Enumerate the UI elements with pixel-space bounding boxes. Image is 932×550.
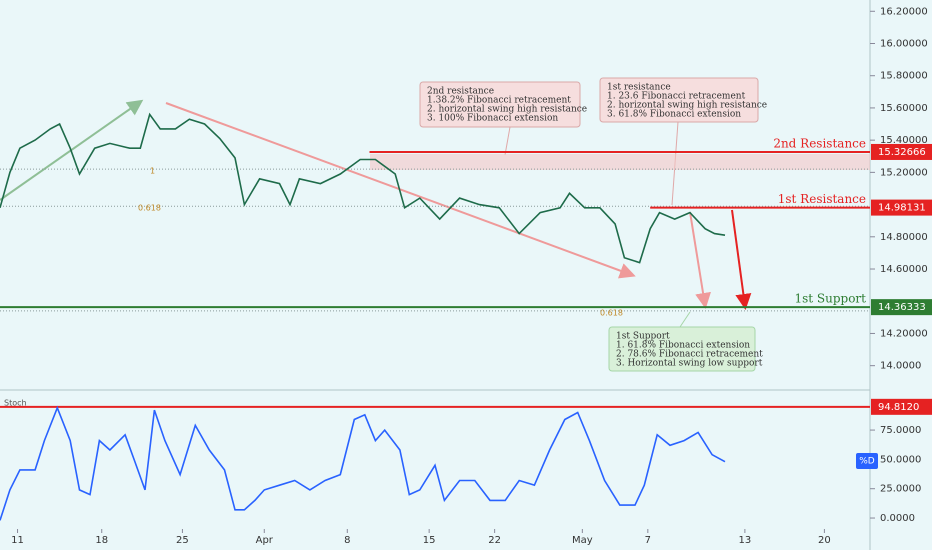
x-tick-label: 11: [11, 535, 24, 546]
annotation-text: 3. 100% Fibonacci extension: [427, 114, 558, 124]
trend-arrow: [0, 99, 144, 201]
y-tick-label: 50.0000: [880, 454, 921, 465]
projection-arrow: [689, 211, 711, 309]
x-tick-label: 7: [645, 535, 651, 546]
annotation-text: 1. 61.8% Fibonacci extension: [616, 341, 750, 351]
x-tick-label: 18: [95, 535, 108, 546]
price-badge: [871, 299, 932, 316]
y-tick-label: 15.60000: [880, 103, 928, 114]
y-tick-label: 0.0000: [880, 513, 915, 524]
fib-label: 0.618: [600, 308, 623, 317]
price-badge: [871, 398, 932, 415]
price-badge-label: 14.36333: [878, 302, 926, 313]
panel-title: Stoch: [4, 399, 27, 408]
y-tick-label: 15.20000: [880, 167, 928, 178]
annotation-text: 1st Support: [616, 332, 670, 342]
connector: [504, 126, 511, 156]
resistance-zone: [370, 154, 870, 170]
x-tick-label: 20: [818, 535, 831, 546]
level-label: 1st Resistance: [778, 192, 866, 206]
y-tick-label: 25.0000: [880, 484, 921, 495]
fib-label: 1: [150, 167, 155, 176]
annotation-text: 2. horizontal swing high resistance: [427, 105, 587, 115]
price-badge-label: 15.32666: [878, 147, 926, 158]
legend-badge: [856, 453, 878, 469]
annotation-text: 1. 23.6 Fibonacci retracement: [607, 92, 746, 102]
annotation-text: 3. 61.8% Fibonacci extension: [607, 110, 741, 120]
y-tick-label: 14.60000: [880, 264, 928, 275]
annotation-text: 2nd resistance: [427, 87, 494, 97]
x-tick-label: May: [572, 535, 593, 546]
y-tick-label: 15.80000: [880, 71, 928, 82]
x-tick-label: 8: [344, 535, 350, 546]
annotation-text: 2. 78.6% Fibonacci retracement: [616, 350, 763, 360]
annotation-text: 2. horizontal swing high resistance: [607, 101, 767, 111]
x-tick-label: 13: [739, 535, 752, 546]
annotation-text: 1st resistance: [607, 83, 671, 93]
annotation-text: 1.38.2% Fibonacci retracement: [427, 96, 571, 106]
annotation-box: [419, 81, 581, 128]
level-label: 2nd Resistance: [773, 136, 866, 150]
y-tick-label: 15.40000: [880, 135, 928, 146]
annotation-box: [599, 77, 759, 123]
y-tick-label: 14.20000: [880, 328, 928, 339]
price-badge: [871, 199, 932, 216]
price-badge-label: 94.8120: [878, 402, 919, 413]
projection-arrow: [731, 209, 752, 310]
y-tick-label: 75.0000: [880, 425, 921, 436]
annotation-text: 3. Horizontal swing low support: [616, 359, 763, 369]
x-tick-label: 15: [423, 535, 436, 546]
x-tick-label: Apr: [256, 535, 274, 546]
series-line: [0, 405, 726, 521]
legend-label: %D: [859, 457, 875, 467]
price-badge-label: 14.98131: [878, 203, 926, 214]
level-label: 1st Support: [794, 292, 866, 306]
x-tick-label: 25: [176, 535, 189, 546]
y-tick-label: 16.20000: [880, 6, 928, 17]
y-tick-label: 14.0000: [880, 361, 921, 372]
y-tick-label: 16.00000: [880, 38, 928, 49]
series-line: [0, 112, 726, 264]
y-tick-label: 14.80000: [880, 232, 928, 243]
price-badge: [871, 143, 932, 160]
annotation-box: [608, 326, 756, 372]
fib-label: 0.618: [138, 204, 161, 213]
connector: [679, 311, 691, 328]
x-tick-label: 22: [488, 535, 501, 546]
